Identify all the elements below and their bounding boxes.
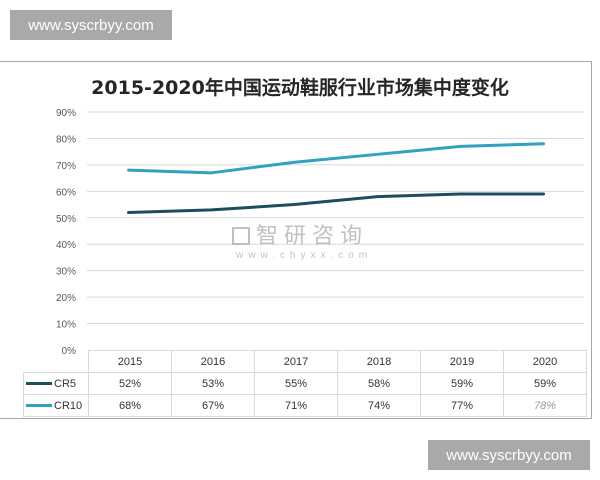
y-tick-label: 60% [56,187,76,198]
legend-line-icon-cr10 [26,404,52,408]
header-corner [24,351,89,373]
watermark-badge-top: www.syscrbyy.com [10,10,172,40]
series-lines [127,142,545,214]
y-tick-label: 40% [56,240,76,251]
cell-cr10-2019: 77% [420,394,504,417]
watermark-cn-text: 智研咨询 [256,224,369,249]
gridlines [87,111,584,325]
category-2020: 2020 [503,350,587,373]
cell-cr10-2018: 74% [337,394,421,417]
series-line-cr10 [127,142,545,175]
y-axis-ticks: 0% 10% 20% 30% 40% 50% 60% 70% 80% 90% [56,108,76,357]
chart-title: 2015-2020年中国运动鞋服行业市场集中度变化 [91,77,509,99]
y-tick-label: 10% [56,320,76,331]
watermark-badge-bottom: www.syscrbyy.com [428,440,590,470]
cell-cr5-2019: 59% [420,372,504,395]
center-watermark: 智研咨询 www.chyxx.com [232,218,372,261]
category-2015: 2015 [88,350,172,373]
y-tick-label: 0% [62,346,77,357]
category-2018: 2018 [337,350,421,373]
category-2017: 2017 [254,350,338,373]
cell-cr5-2015: 52% [88,372,172,395]
cell-cr5-2018: 58% [337,372,421,395]
watermark-url-text: www.chyxx.com [236,250,373,261]
cell-cr5-2020: 59% [503,372,587,395]
legend-cr5: CR5 [23,372,89,395]
y-tick-label: 30% [56,267,76,278]
y-tick-label: 90% [56,108,76,119]
y-tick-label: 80% [56,134,76,145]
cell-cr5-2017: 55% [254,372,338,395]
data-table-row-cr5: CR5 52% 53% 55% 58% 59% 59% [23,372,587,395]
legend-label-cr10: CR10 [54,399,83,412]
data-table: 2015 2016 2017 2018 2019 2020 CR5 52% 53… [23,350,587,417]
data-table-row-cr10: CR10 68% 67% 71% 74% 77% 78% [23,394,587,417]
watermark-logo-icon [232,227,250,245]
cell-cr5-2016: 53% [171,372,255,395]
series-line-cr5 [127,192,545,214]
y-tick-label: 50% [56,214,76,225]
legend-label-cr5: CR5 [54,377,77,390]
y-tick-label: 20% [56,293,76,304]
y-tick-label: 70% [56,161,76,172]
cell-cr10-2020: 78% [503,394,587,417]
cell-cr10-2015: 68% [88,394,172,417]
cell-cr10-2017: 71% [254,394,338,417]
legend-cr10: CR10 [23,394,89,417]
cell-cr10-2016: 67% [171,394,255,417]
category-2016: 2016 [171,350,255,373]
category-2019: 2019 [420,350,504,373]
data-table-header-row: 2015 2016 2017 2018 2019 2020 [24,350,587,373]
legend-line-icon-cr5 [26,382,52,386]
